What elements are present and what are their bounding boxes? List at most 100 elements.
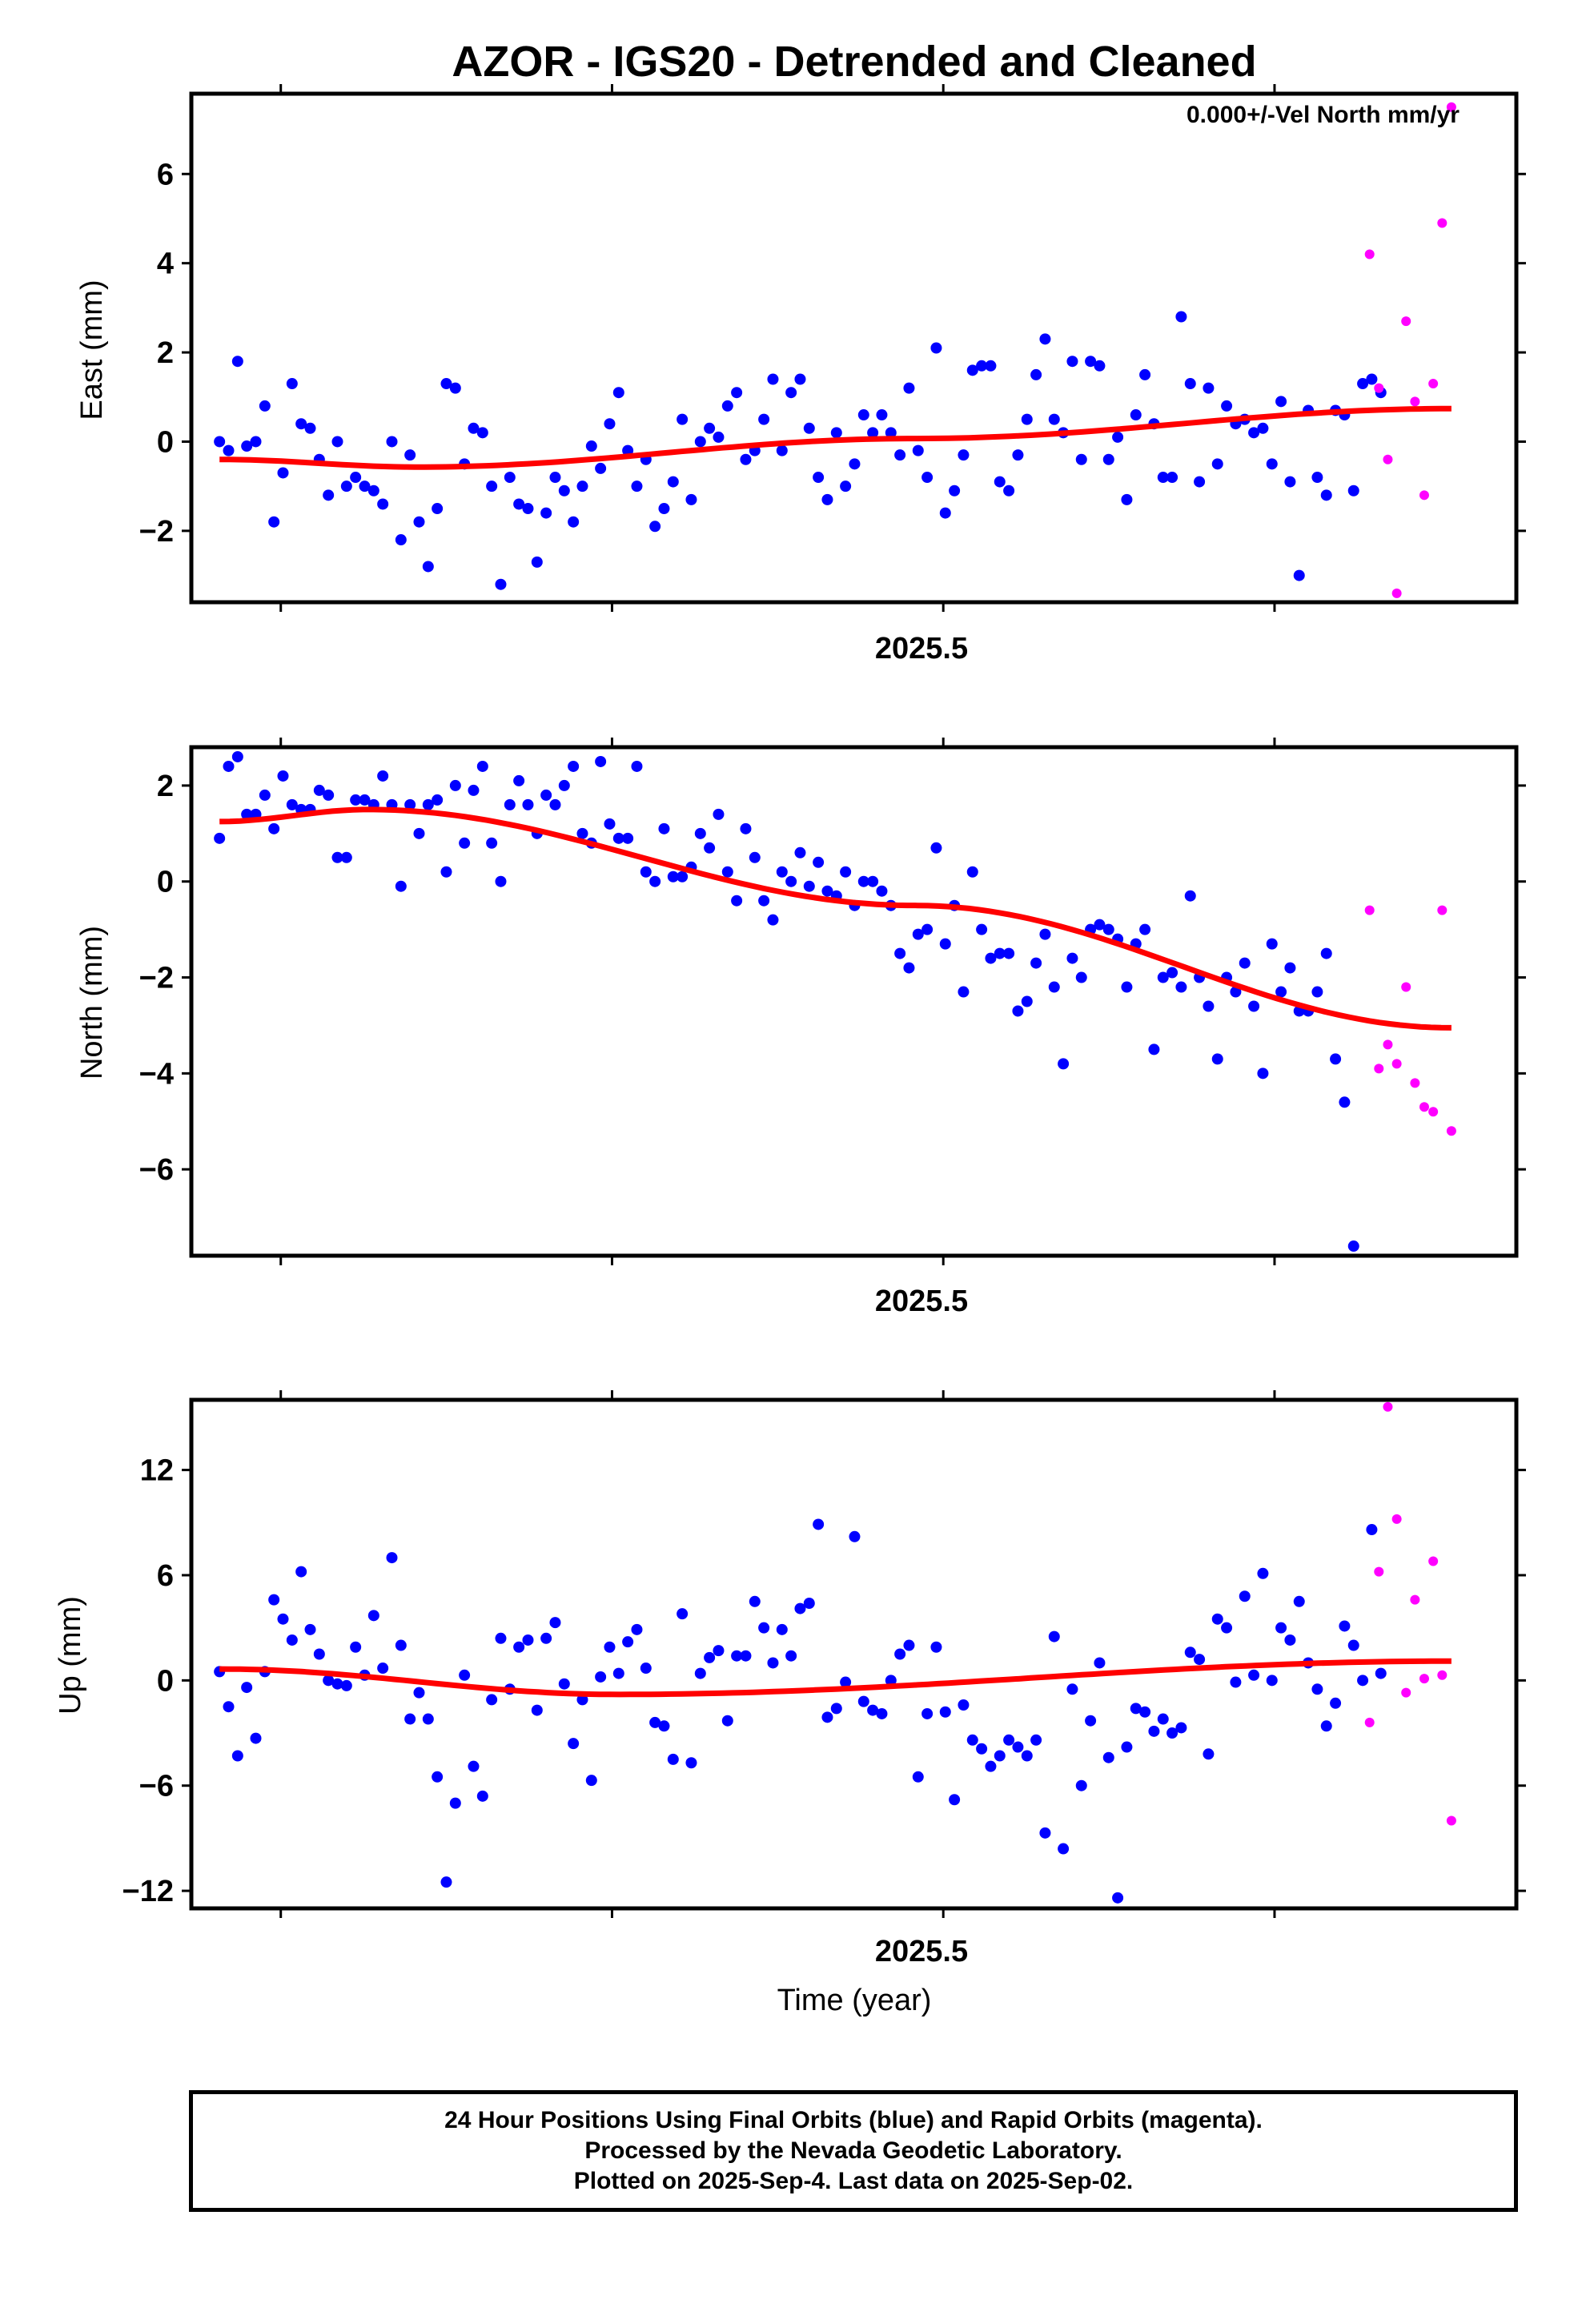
up-final-point: [513, 1641, 525, 1653]
north-final-point: [612, 832, 624, 844]
up-final-point: [1194, 1654, 1206, 1666]
east-final-point: [912, 444, 924, 456]
north-final-point: [476, 760, 488, 772]
north-rapid-point: [1446, 1126, 1456, 1136]
east-final-point: [694, 436, 706, 448]
east-final-point: [476, 427, 488, 439]
east-final-point: [540, 507, 552, 519]
up-ytick-label: 0: [157, 1664, 174, 1698]
up-final-point: [1021, 1750, 1033, 1762]
north-final-point: [649, 875, 661, 887]
north-x-tick-label: 2025.5: [875, 1285, 968, 1318]
north-final-point: [459, 837, 471, 849]
north-final-point: [286, 798, 298, 810]
up-final-point: [876, 1707, 888, 1719]
north-final-point: [404, 798, 416, 810]
up-rapid-point: [1437, 1670, 1447, 1680]
up-final-point: [304, 1623, 316, 1635]
up-final-point: [921, 1707, 934, 1719]
east-final-point: [259, 400, 271, 412]
east-final-point: [1066, 356, 1078, 368]
north-final-point: [1284, 962, 1296, 974]
north-final-point: [758, 895, 770, 907]
up-final-point: [721, 1715, 733, 1727]
north-final-point: [268, 822, 280, 834]
up-final-point: [440, 1876, 452, 1888]
up-final-point: [1003, 1734, 1015, 1746]
panel-up: −12 −6 0 6 12 Up (mm) 2025.5 Time (year): [54, 1390, 1526, 2017]
east-final-point: [504, 472, 516, 484]
east-final-point: [1102, 453, 1114, 465]
east-final-point: [304, 422, 316, 434]
up-final-point: [1130, 1703, 1142, 1715]
up-final-point: [1139, 1706, 1151, 1718]
east-final-point: [449, 382, 461, 394]
east-final-point: [1194, 476, 1206, 488]
north-final-point: [966, 866, 978, 878]
north-final-point: [549, 798, 561, 810]
up-final-point: [813, 1518, 825, 1530]
up-final-point: [758, 1622, 770, 1634]
up-rapid-point: [1383, 1401, 1393, 1412]
north-final-point: [440, 866, 452, 878]
east-final-point: [1221, 400, 1233, 412]
up-final-point: [350, 1641, 362, 1653]
north-final-point: [1039, 928, 1051, 940]
east-final-point: [885, 427, 897, 439]
up-rapid-point: [1391, 1514, 1402, 1524]
north-final-point: [1012, 1005, 1024, 1017]
north-final-point: [667, 870, 679, 883]
up-final-point: [413, 1687, 425, 1699]
east-final-point: [214, 436, 226, 448]
east-final-point: [1075, 453, 1087, 465]
east-final-point: [1275, 396, 1287, 408]
east-final-point: [277, 467, 289, 479]
up-final-point: [604, 1641, 616, 1653]
footer-caption-box: 24 Hour Positions Using Final Orbits (bl…: [189, 2090, 1518, 2212]
up-rapid-point: [1446, 1815, 1456, 1826]
north-plot-frame: [189, 745, 1519, 1258]
east-final-point: [350, 472, 362, 484]
east-final-point: [486, 480, 498, 493]
north-final-point: [1257, 1068, 1269, 1080]
up-final-point: [1048, 1630, 1060, 1642]
up-final-point: [313, 1648, 325, 1660]
east-final-point: [667, 476, 679, 488]
north-ytick-label: 0: [157, 866, 174, 899]
east-final-point: [994, 476, 1006, 488]
east-final-point: [604, 418, 616, 430]
north-rapid-point: [1383, 1039, 1393, 1050]
up-final-point: [885, 1675, 897, 1687]
up-rapid-point: [1419, 1674, 1429, 1684]
north-final-point: [1166, 967, 1178, 979]
up-final-point: [468, 1760, 480, 1772]
up-final-point: [830, 1703, 842, 1715]
north-final-point: [939, 938, 951, 950]
up-final-point: [1330, 1697, 1342, 1709]
up-final-point: [640, 1663, 652, 1675]
east-final-point: [1293, 569, 1305, 581]
north-final-point: [595, 755, 607, 767]
up-final-point: [1175, 1722, 1187, 1734]
footer-line-2: Processed by the Nevada Geodetic Laborat…: [584, 2137, 1122, 2164]
up-final-point: [785, 1650, 797, 1662]
north-final-point: [1339, 1096, 1351, 1108]
north-final-point: [513, 774, 525, 786]
east-final-point: [849, 458, 861, 470]
east-final-point: [468, 422, 480, 434]
east-final-point: [1311, 472, 1323, 484]
up-final-point: [223, 1701, 235, 1713]
east-final-point: [685, 493, 697, 505]
up-final-point: [1248, 1669, 1260, 1681]
north-final-point: [658, 822, 670, 834]
up-final-point: [1211, 1613, 1223, 1625]
north-final-point: [313, 784, 325, 796]
east-final-point: [731, 387, 743, 399]
east-final-point: [1203, 382, 1215, 394]
panel-north: −6 −4 −2 0 2 North (mm) 2025.5: [75, 738, 1526, 1318]
east-final-point: [813, 472, 825, 484]
east-final-point: [939, 507, 951, 519]
east-rapid-point: [1419, 490, 1429, 501]
north-final-point: [1248, 1000, 1260, 1012]
